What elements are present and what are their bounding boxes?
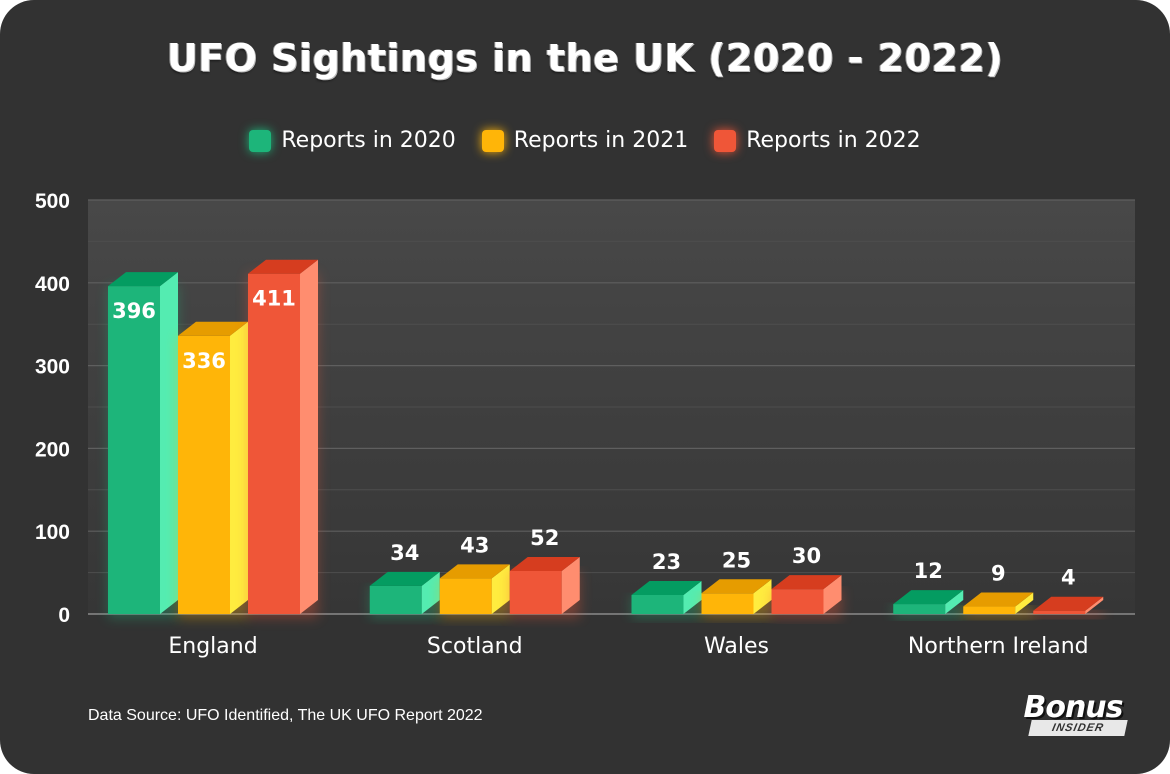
x-tick-label: Scotland <box>427 634 523 659</box>
legend-item-2020: Reports in 2020 <box>249 128 456 153</box>
data-label: 25 <box>722 548 751 572</box>
bar <box>108 286 160 614</box>
bar-top <box>1033 596 1104 611</box>
data-source-note: Data Source: UFO Identified, The UK UFO … <box>88 707 483 724</box>
logo-wordmark: Bonus <box>1023 690 1123 725</box>
bar <box>369 585 422 614</box>
bar <box>1033 610 1086 614</box>
legend-label-2022: Reports in 2022 <box>746 128 921 153</box>
data-label: 52 <box>530 526 559 550</box>
y-tick-label: 500 <box>35 190 70 213</box>
data-label: 34 <box>390 541 419 565</box>
bar-top <box>631 580 702 595</box>
y-tick-label: 100 <box>35 521 70 544</box>
bar <box>893 604 946 614</box>
bar-side <box>491 564 510 614</box>
bar <box>439 578 492 614</box>
data-label: 12 <box>914 559 943 583</box>
bar-side <box>1015 592 1034 614</box>
bar-side <box>945 590 964 614</box>
data-label: 9 <box>991 562 1006 586</box>
x-tick-label: England <box>168 634 257 659</box>
bar-top <box>439 564 510 579</box>
data-label: 396 <box>112 299 156 323</box>
bar-top <box>178 321 248 336</box>
legend-item-2022: Reports in 2022 <box>714 128 921 153</box>
bar-side <box>421 571 440 614</box>
bar-side <box>160 272 178 614</box>
bar-top <box>893 590 964 605</box>
data-label: 336 <box>182 349 226 373</box>
y-tick-label: 200 <box>35 438 70 461</box>
data-label: 411 <box>252 287 296 311</box>
bar <box>178 335 230 614</box>
bar <box>771 589 824 614</box>
x-tick-label: Wales <box>704 634 769 659</box>
bar-side <box>823 575 842 614</box>
logo-subtitle: INSIDER <box>1028 720 1128 736</box>
bar-top <box>963 592 1034 607</box>
data-label: 43 <box>460 533 489 557</box>
bar-side <box>561 556 580 614</box>
y-tick-label: 300 <box>35 356 70 379</box>
bar-side <box>1085 596 1104 614</box>
bar-top <box>369 571 440 586</box>
bar <box>509 570 562 614</box>
bar <box>248 273 300 614</box>
bar-side <box>683 580 702 614</box>
x-tick-label: Northern Ireland <box>908 634 1089 659</box>
legend-swatch-2022 <box>714 129 737 152</box>
bar-top <box>771 575 842 590</box>
data-label: 4 <box>1061 566 1076 590</box>
bar-top <box>108 272 178 287</box>
bonus-insider-logo: Bonus INSIDER <box>1010 690 1136 744</box>
legend-swatch-2021 <box>481 129 504 152</box>
y-tick-label: 0 <box>58 604 70 627</box>
legend-label-2020: Reports in 2020 <box>281 128 456 153</box>
bar-side <box>230 321 248 614</box>
bar-side <box>753 579 772 614</box>
bar <box>701 593 754 614</box>
data-label: 23 <box>652 550 681 574</box>
bar-top <box>509 556 580 571</box>
y-tick-label: 400 <box>35 273 70 296</box>
legend: Reports in 2020 Reports in 2021 Reports … <box>0 128 1170 153</box>
legend-swatch-2020 <box>249 129 272 152</box>
data-label: 30 <box>792 544 821 568</box>
bar <box>631 594 684 614</box>
legend-item-2021: Reports in 2021 <box>481 128 689 153</box>
chart-title: UFO Sightings in the UK (2020 - 2022) <box>166 36 1004 80</box>
bar-top <box>701 579 772 594</box>
bar-top <box>248 259 318 274</box>
legend-label-2021: Reports in 2021 <box>513 128 689 153</box>
bar-side <box>300 259 318 614</box>
bar <box>963 606 1016 614</box>
bar-glow <box>1033 610 1104 618</box>
